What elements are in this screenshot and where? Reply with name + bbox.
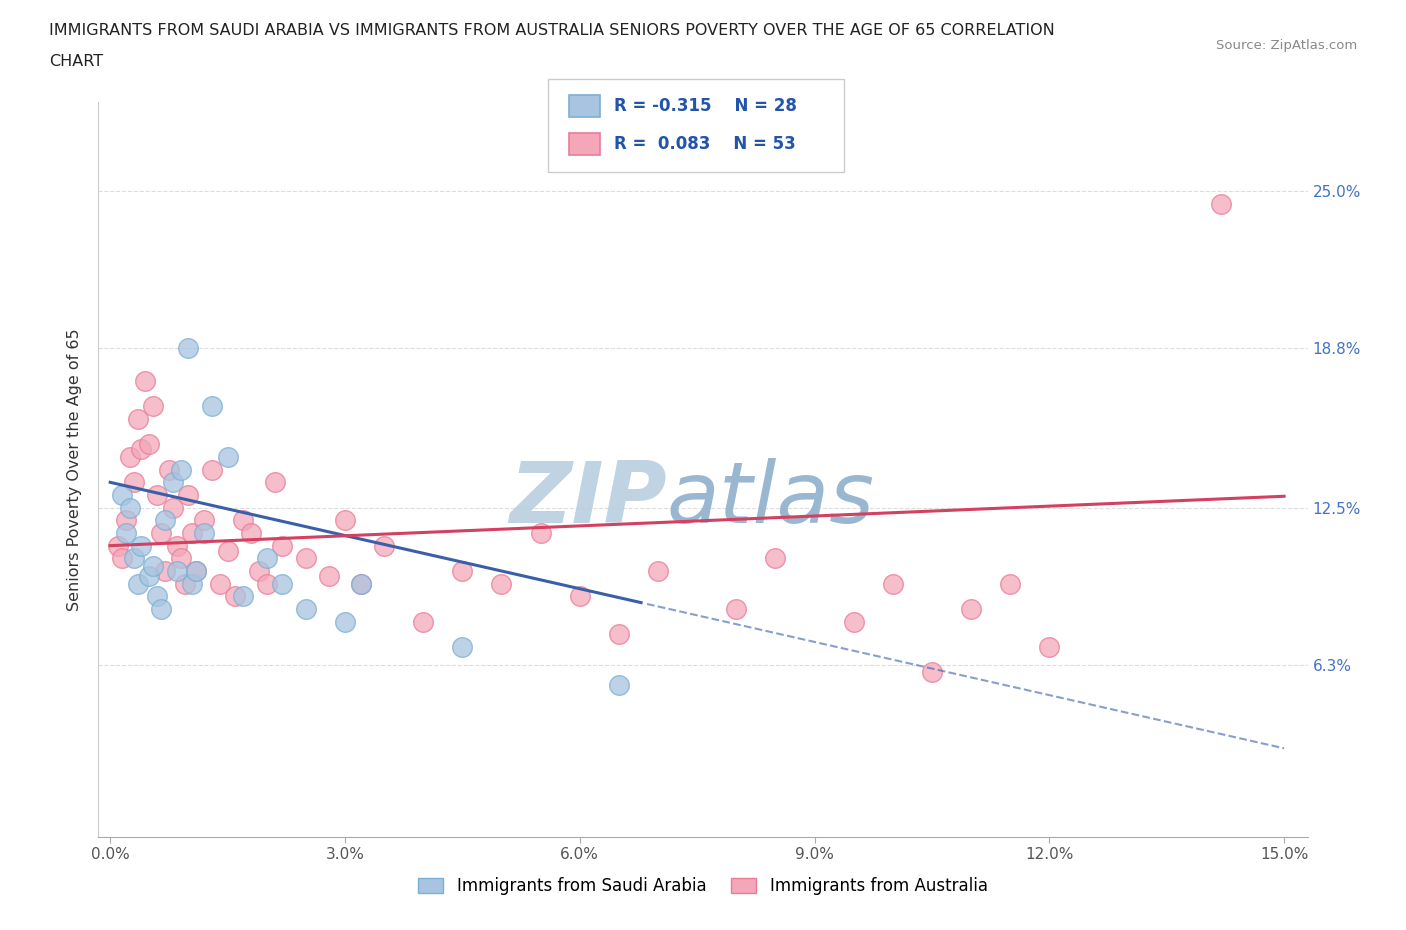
Point	[271, 577, 294, 591]
Point	[1211, 196, 1233, 211]
Point	[193, 525, 215, 540]
Point	[529, 525, 551, 540]
Text: ZIP: ZIP	[509, 458, 666, 540]
Point	[169, 462, 191, 477]
Point	[647, 564, 669, 578]
Point	[118, 500, 141, 515]
Point	[138, 568, 160, 583]
Point	[217, 449, 239, 464]
Point	[349, 577, 371, 591]
Point	[1038, 640, 1060, 655]
Point	[201, 462, 224, 477]
Point	[998, 577, 1021, 591]
Point	[263, 475, 285, 490]
Point	[166, 538, 188, 553]
Point	[146, 487, 169, 502]
Point	[153, 512, 176, 527]
Point	[181, 525, 204, 540]
Point	[162, 500, 184, 515]
Point	[349, 577, 371, 591]
Text: IMMIGRANTS FROM SAUDI ARABIA VS IMMIGRANTS FROM AUSTRALIA SENIORS POVERTY OVER T: IMMIGRANTS FROM SAUDI ARABIA VS IMMIGRAN…	[49, 23, 1054, 38]
Point	[412, 614, 434, 629]
Point	[131, 538, 153, 553]
Point	[842, 614, 865, 629]
Point	[127, 577, 149, 591]
Point	[122, 475, 145, 490]
Point	[960, 602, 983, 617]
Point	[224, 589, 246, 604]
Point	[217, 543, 239, 558]
Point	[142, 559, 165, 574]
Point	[162, 475, 184, 490]
Point	[256, 577, 278, 591]
Point	[256, 551, 278, 565]
Point	[295, 551, 318, 565]
Point	[186, 564, 208, 578]
Point	[763, 551, 786, 565]
Text: R =  0.083    N = 53: R = 0.083 N = 53	[614, 135, 796, 153]
Point	[142, 399, 165, 414]
Point	[318, 568, 340, 583]
Point	[177, 340, 200, 355]
Point	[240, 525, 263, 540]
Point	[150, 525, 173, 540]
Point	[150, 602, 173, 617]
Point	[111, 551, 134, 565]
Point	[111, 487, 134, 502]
Point	[725, 602, 748, 617]
Point	[131, 442, 153, 457]
Point	[208, 577, 231, 591]
Point	[127, 412, 149, 427]
Point	[882, 577, 904, 591]
Point	[921, 665, 943, 680]
Point	[451, 640, 474, 655]
Point	[114, 525, 136, 540]
Point	[271, 538, 294, 553]
Point	[181, 577, 204, 591]
Point	[169, 551, 191, 565]
Point	[138, 437, 160, 452]
Point	[607, 627, 630, 642]
Point	[177, 487, 200, 502]
Legend: Immigrants from Saudi Arabia, Immigrants from Australia: Immigrants from Saudi Arabia, Immigrants…	[412, 870, 994, 902]
Point	[333, 512, 356, 527]
Point	[173, 577, 195, 591]
Point	[166, 564, 188, 578]
Point	[134, 374, 156, 389]
Point	[153, 564, 176, 578]
Point	[107, 538, 129, 553]
Point	[333, 614, 356, 629]
Point	[491, 577, 513, 591]
Point	[295, 602, 318, 617]
Point	[146, 589, 169, 604]
Point	[114, 512, 136, 527]
Point	[122, 551, 145, 565]
Point	[247, 564, 270, 578]
Point	[232, 589, 254, 604]
Text: Source: ZipAtlas.com: Source: ZipAtlas.com	[1216, 39, 1357, 52]
Text: CHART: CHART	[49, 54, 103, 69]
Point	[201, 399, 224, 414]
Point	[607, 678, 630, 693]
Point	[451, 564, 474, 578]
Point	[232, 512, 254, 527]
Point	[186, 564, 208, 578]
Text: atlas: atlas	[666, 458, 875, 540]
Y-axis label: Seniors Poverty Over the Age of 65: Seniors Poverty Over the Age of 65	[67, 328, 83, 611]
Point	[193, 512, 215, 527]
Point	[118, 449, 141, 464]
Text: R = -0.315    N = 28: R = -0.315 N = 28	[614, 97, 797, 115]
Point	[568, 589, 591, 604]
Point	[157, 462, 180, 477]
Point	[373, 538, 395, 553]
